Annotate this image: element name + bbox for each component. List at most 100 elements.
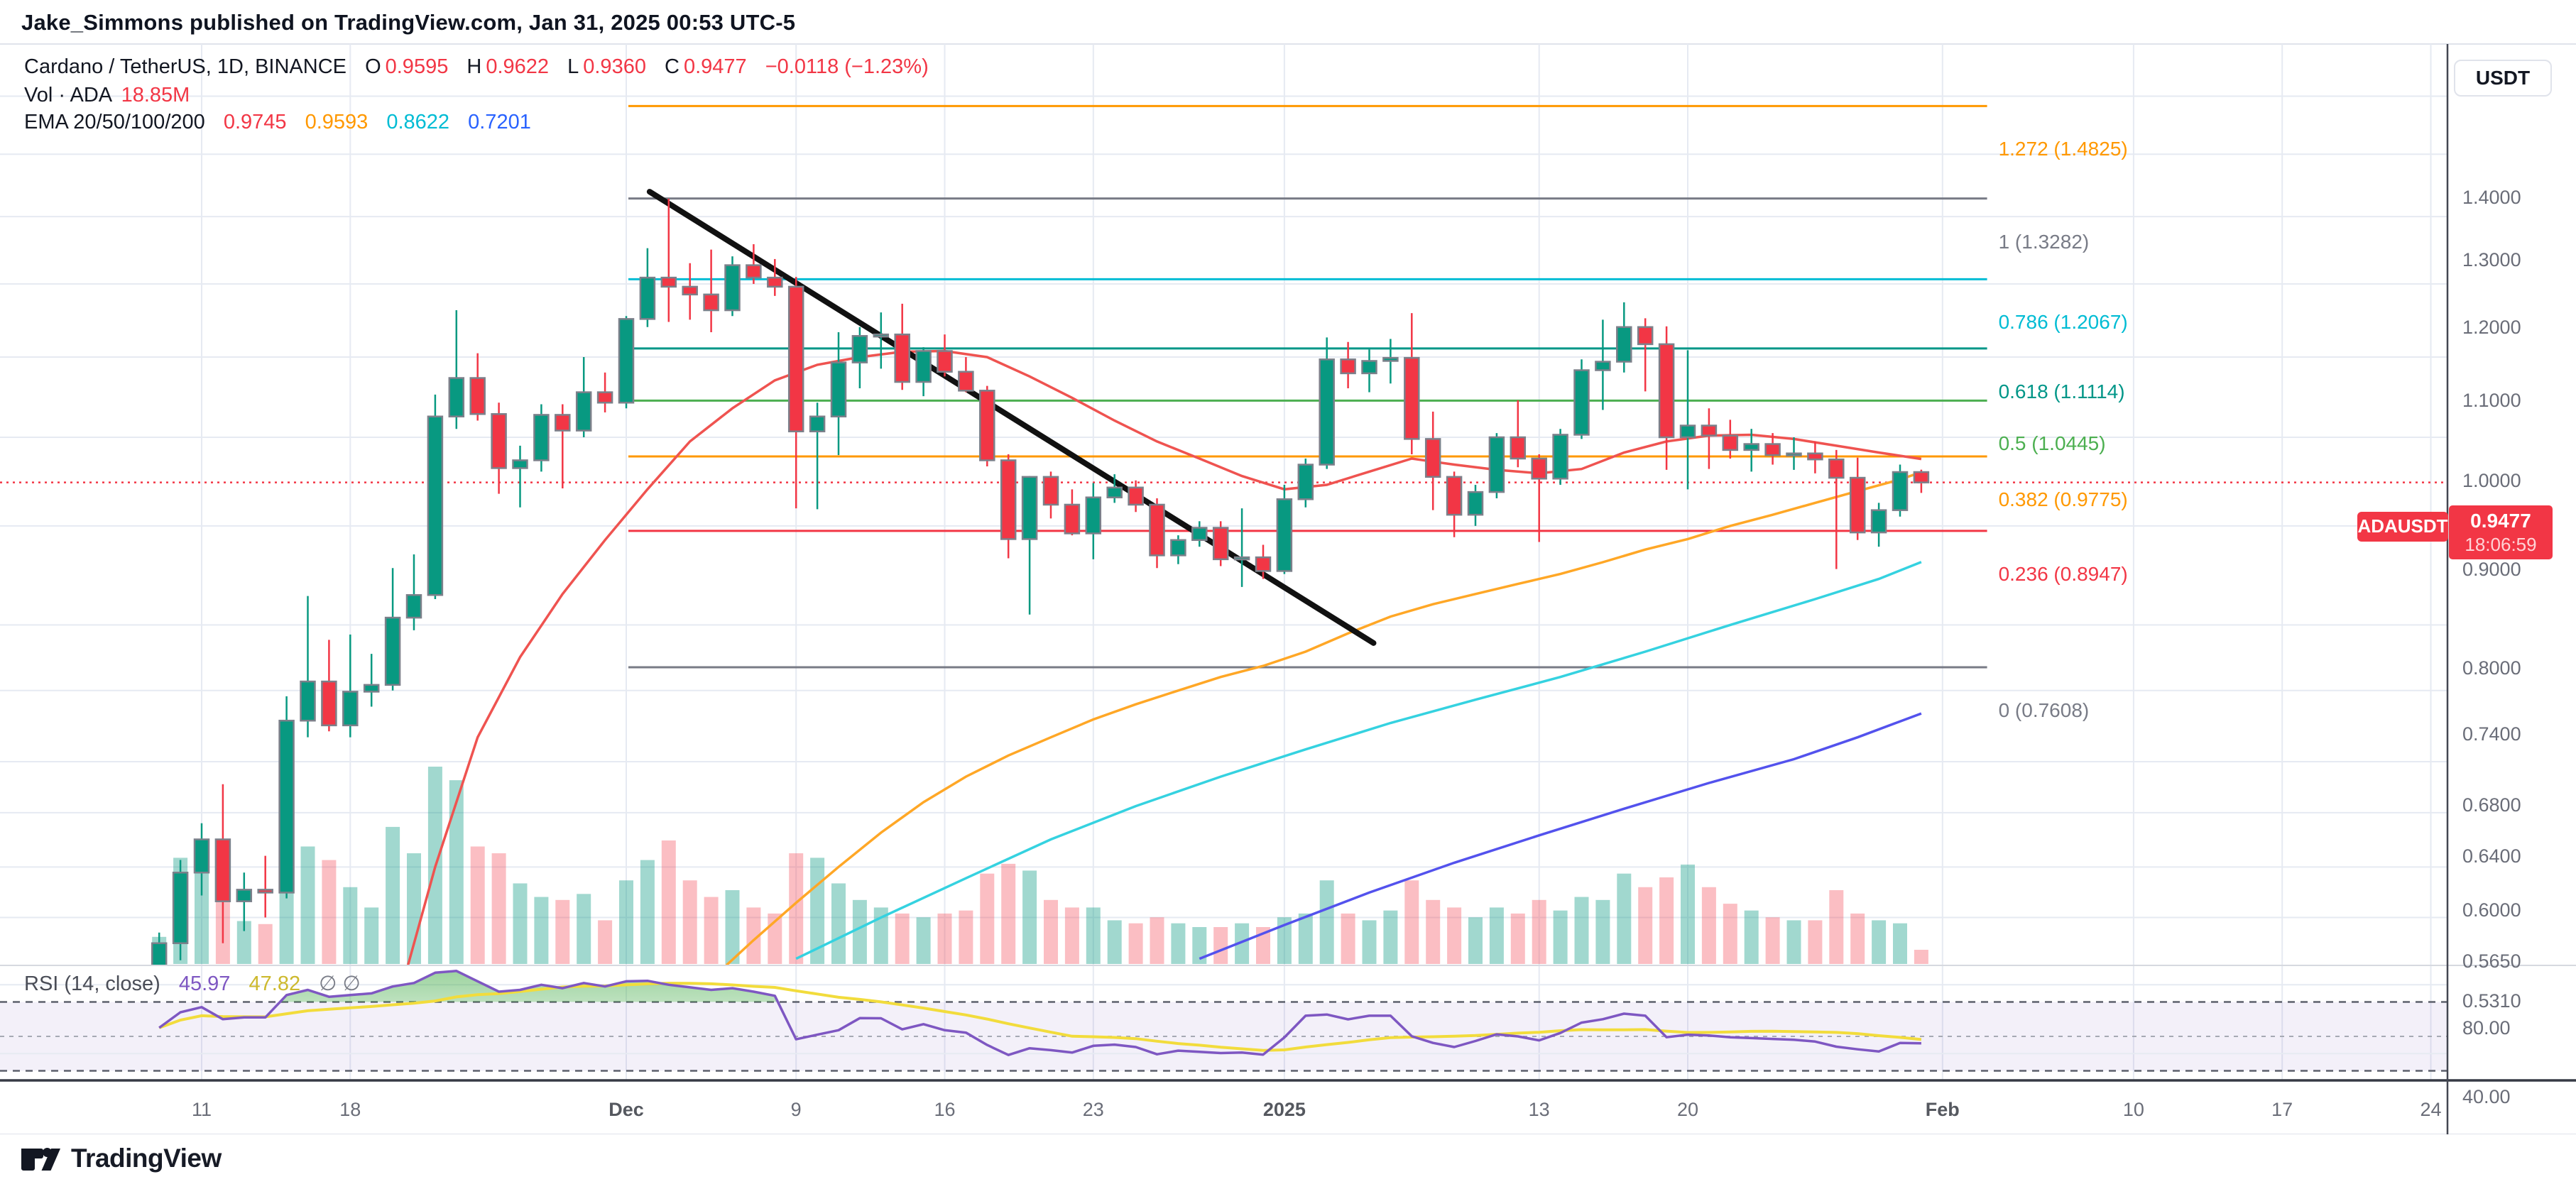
candle-body	[1807, 452, 1823, 461]
volume-bar	[1532, 899, 1546, 964]
candle-body	[894, 333, 910, 383]
candle-body	[660, 276, 677, 288]
rsi-axis-label: 40.00	[2462, 1086, 2511, 1108]
candle-body	[1170, 539, 1186, 557]
volume-value: 18.85M	[121, 84, 190, 106]
volume-bar	[1914, 950, 1928, 964]
volume-bar	[1850, 913, 1865, 964]
candle-body	[236, 889, 253, 902]
time-axis-label: 18	[339, 1099, 361, 1120]
candle-body	[830, 361, 847, 417]
candle-body	[172, 872, 189, 945]
volume-bar	[1468, 917, 1483, 964]
volume-bar	[1362, 920, 1377, 964]
candle-body	[1510, 436, 1527, 460]
candle-body	[342, 691, 359, 727]
volume-bar	[1256, 927, 1270, 964]
close-value: 0.9477	[683, 55, 747, 78]
volume-bar	[873, 907, 888, 964]
ema20-value: 0.9745	[223, 111, 287, 133]
rsi-overbought-fill	[159, 970, 1921, 1002]
currency-toggle-button[interactable]: USDT	[2454, 60, 2552, 97]
volume-bar	[895, 913, 910, 964]
fib-level-label: 1.272 (1.4825)	[1998, 138, 2128, 160]
volume-bar	[959, 910, 973, 964]
rsi-ma-value: 47.82	[249, 972, 301, 995]
candle-body	[618, 318, 635, 404]
volume-bar	[236, 921, 251, 964]
volume-bar	[937, 913, 952, 964]
candle-body	[1467, 491, 1484, 516]
time-axis[interactable]: 11 18 Dec 9 16 23 2025 13 20 Feb 10 17 24	[0, 1099, 2576, 1134]
volume-bar	[852, 899, 867, 964]
candle-body	[1212, 527, 1229, 561]
candle-body	[278, 719, 295, 894]
volume-bar	[1659, 877, 1674, 964]
candle-body	[1701, 424, 1718, 437]
fib-level-label: 0.236 (0.8947)	[1998, 562, 2128, 585]
candle-body	[1340, 358, 1356, 375]
candle-body	[1637, 326, 1654, 346]
volume-bar	[491, 853, 506, 964]
candle-body	[1488, 436, 1505, 493]
candle-body	[1849, 476, 1866, 534]
candle-body	[1573, 369, 1590, 436]
volume-bar	[1171, 923, 1186, 964]
candle-body	[1786, 452, 1802, 456]
volume-bar	[300, 846, 315, 964]
volume-bar	[470, 846, 485, 964]
candle-body	[873, 333, 890, 338]
volume-bar	[1319, 880, 1334, 964]
candle-body	[1128, 486, 1144, 506]
footer-brand[interactable]: TradingView	[20, 1140, 222, 1177]
change-value: −0.0118 (−1.23%)	[765, 55, 929, 78]
open-value: 0.9595	[385, 55, 449, 78]
candle-body	[1764, 443, 1781, 456]
candle-body	[746, 264, 762, 279]
volume-bar	[1893, 923, 1907, 964]
chart-area[interactable]: Cardano / TetherUS, 1D, BINANCE O 0.9595 …	[0, 44, 2576, 1134]
high-value: 0.9622	[486, 55, 550, 78]
volume-bar	[619, 880, 633, 964]
volume-bar	[1553, 910, 1568, 964]
candle-body	[1658, 343, 1675, 439]
candle-body	[321, 680, 337, 727]
candle-body	[405, 593, 422, 619]
volume-bar	[661, 840, 676, 964]
time-axis-label: 20	[1676, 1099, 1699, 1120]
candle-body	[1233, 556, 1250, 561]
volume-bar	[1808, 920, 1823, 964]
candle-body	[1404, 356, 1420, 440]
low-label: L	[567, 55, 579, 78]
candle-body	[915, 350, 932, 383]
candle-body	[448, 377, 465, 417]
time-axis-label: Feb	[1925, 1099, 1960, 1120]
candle-body	[1149, 503, 1165, 557]
volume-bar	[407, 853, 421, 964]
rsi-empty-icons: ∅ ∅	[319, 972, 361, 995]
fib-level-label: 0.618 (1.1114)	[1998, 380, 2125, 402]
header-divider	[0, 43, 2576, 45]
candle-body	[1021, 476, 1038, 540]
chart-canvas[interactable]	[0, 44, 2576, 1134]
candle-body	[1297, 464, 1314, 500]
candle-body	[575, 391, 592, 432]
fib-level-label: 1 (1.3282)	[1998, 230, 2090, 253]
publish-title: Jake_Simmons published on TradingView.co…	[21, 10, 796, 35]
ema100-value: 0.8622	[386, 111, 450, 133]
candle-body	[1042, 476, 1059, 506]
rsi-label: RSI (14, close)	[24, 972, 160, 995]
volume-bar	[1192, 927, 1207, 964]
price-axis-label: 0.7400	[2462, 723, 2521, 745]
volume-bar	[1235, 923, 1250, 964]
candle-body	[682, 285, 698, 296]
last-price: 0.9477	[2470, 509, 2531, 532]
candle-body	[1191, 527, 1208, 542]
volume-bar	[1150, 917, 1164, 964]
symbol-price-chip: ADAUSDT	[2357, 511, 2448, 542]
time-axis-label: 11	[191, 1099, 212, 1120]
volume-bar	[1404, 880, 1419, 964]
candle-body	[1892, 471, 1909, 511]
volume-bar	[598, 920, 613, 964]
time-axis-label: 10	[2122, 1099, 2144, 1120]
